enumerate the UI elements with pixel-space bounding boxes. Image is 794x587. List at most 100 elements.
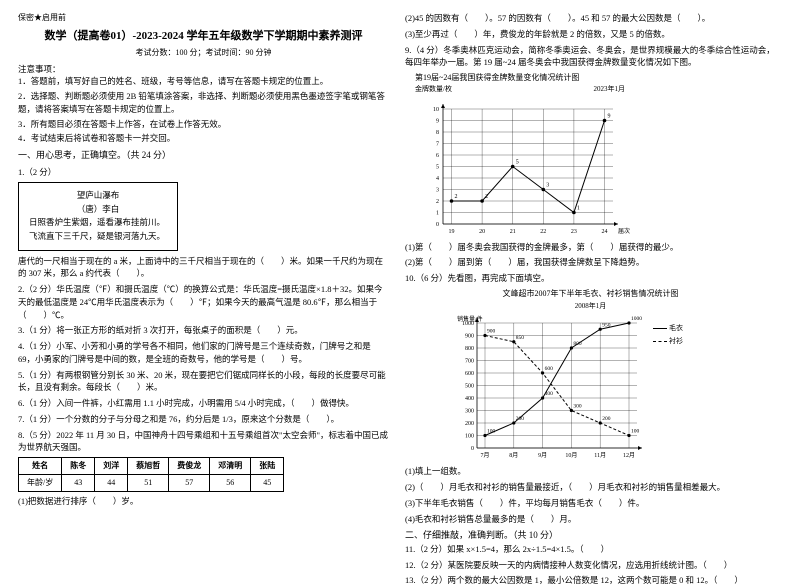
- notice-block: 注意事项： 1．答题前，填写好自己的姓名、班级，考号等信息，请写在答题卡规定的位…: [18, 63, 389, 146]
- svg-text:20: 20: [479, 229, 485, 235]
- chart1-date: 2023年1月: [594, 84, 626, 95]
- th: 张陆: [251, 458, 284, 475]
- chart1-ylabel: 金牌数量/枚: [415, 84, 452, 95]
- svg-text:900: 900: [465, 334, 474, 340]
- svg-text:0: 0: [436, 222, 439, 228]
- notice-heading: 注意事项：: [18, 63, 389, 76]
- svg-text:1000: 1000: [462, 321, 474, 327]
- chart1: 012345678910192021222324届次225319: [415, 99, 635, 239]
- left-column: 保密★启用前 数学（提高卷01）-2023-2024 学年五年级数学下学期期中素…: [10, 12, 397, 550]
- notice-item: 3．所有题目必须在答题卡上作答，在试卷上作答无效。: [18, 118, 389, 131]
- q1-head: 1.（2 分）: [18, 166, 389, 179]
- q8: 8.（5 分）2022 年 11 月 30 日，中国神舟十四号乘组和十五号乘组首…: [18, 429, 389, 455]
- svg-text:2: 2: [436, 199, 439, 205]
- q10: 10.（6 分）先看图，再完成下面填空。: [405, 272, 776, 285]
- svg-text:11月: 11月: [594, 452, 606, 459]
- svg-text:200: 200: [602, 416, 611, 422]
- td: 51: [128, 475, 169, 492]
- q9: 9.（4 分）冬季奥林匹克运动会，简称冬季奥运会、冬奥会，是世界规模最大的冬季综…: [405, 44, 776, 70]
- q10b: (2)（ ）月毛衣和衬衫的销售量最接近，（ ）月毛衣和衬衫的销售量相差最大。: [405, 481, 776, 494]
- svg-text:600: 600: [545, 366, 554, 372]
- q8c: (2)45 的因数有（ ）。57 的因数有（ ）。45 和 57 的最大公因数是…: [405, 12, 776, 25]
- svg-text:400: 400: [465, 396, 474, 402]
- poem-author: （唐）李白: [29, 203, 167, 217]
- svg-text:8: 8: [436, 130, 439, 136]
- section-2-heading: 二、仔细推敲，准确判断。（共 10 分）: [405, 529, 776, 543]
- svg-text:7: 7: [436, 141, 439, 147]
- q1-text: 唐代的一尺相当于现在的 a 米，上面诗中的三千尺相当于现在的（ ）米。如果一千尺…: [18, 255, 389, 281]
- svg-text:10月: 10月: [565, 452, 577, 459]
- table-row: 年龄/岁 43 44 51 57 56 45: [19, 475, 284, 492]
- svg-text:9: 9: [608, 113, 611, 119]
- svg-text:9月: 9月: [538, 452, 547, 459]
- q8d: (3)至少再过（ ）年，费俊龙的年龄就是 2 的倍数，又是 5 的倍数。: [405, 28, 776, 41]
- chart1-svg: 012345678910192021222324届次225319: [415, 99, 635, 239]
- q13: 13.（2 分）两个数的最大公因数是 1，最小公倍数是 12，这两个数可能是 0…: [405, 574, 776, 587]
- svg-text:3: 3: [546, 182, 549, 188]
- q2: 2.（2 分）华氏温度（℉）和摄氏温度（℃）的换算公式是：华氏温度=摄氏温度×1…: [18, 283, 389, 321]
- svg-text:200: 200: [516, 416, 525, 422]
- ages-table: 姓名 陈冬 刘洋 蔡旭哲 费俊龙 邓清明 张陆 年龄/岁 43 44 51 57…: [18, 457, 284, 492]
- svg-text:8月: 8月: [509, 452, 518, 459]
- svg-text:2: 2: [455, 194, 458, 200]
- svg-text:21: 21: [510, 229, 516, 235]
- td: 57: [169, 475, 210, 492]
- svg-text:12月: 12月: [623, 452, 635, 459]
- svg-text:7月: 7月: [480, 452, 489, 459]
- svg-text:5: 5: [516, 159, 519, 165]
- td: 年龄/岁: [19, 475, 62, 492]
- poem-title: 望庐山瀑布: [29, 189, 167, 203]
- legend-label: 毛衣: [669, 323, 683, 334]
- q11: 11.（2 分）如果 x×1.5=4，那么 2x÷1.5=4×1.5。（ ）: [405, 543, 776, 556]
- chart2-svg: 销售量/件010020030040050060070080090010007月8…: [445, 313, 675, 463]
- svg-text:24: 24: [602, 229, 608, 235]
- confidential-label: 保密★启用前: [18, 12, 389, 24]
- notice-item: 1．答题前，填写好自己的姓名、班级，考号等信息，请写在答题卡规定的位置上。: [18, 75, 389, 88]
- svg-text:800: 800: [465, 346, 474, 352]
- svg-text:0: 0: [471, 446, 474, 452]
- svg-text:300: 300: [573, 404, 582, 410]
- table-row: 姓名 陈冬 刘洋 蔡旭哲 费俊龙 邓清明 张陆: [19, 458, 284, 475]
- q10a: (1)填上一组数。: [405, 465, 776, 478]
- svg-text:23: 23: [571, 229, 577, 235]
- q7: 7.（1 分）一个分数的分子与分母之和是 76，约分后是 1/3，原来这个分数是…: [18, 413, 389, 426]
- section-1-heading: 一、用心思考，正确填空。（共 24 分）: [18, 149, 389, 163]
- chart2-sub: 2008年1月: [405, 301, 776, 312]
- notice-item: 4．考试结束后将试卷和答题卡一并交回。: [18, 132, 389, 145]
- q4: 4.（1 分）小军、小芳和小勇的学号各不相同，他们家的门牌号是三个连续奇数，门牌…: [18, 340, 389, 366]
- q10c: (3)下半年毛衣销售（ ）件，平均每月销售毛衣（ ）件。: [405, 497, 776, 510]
- td: 44: [95, 475, 128, 492]
- right-column: (2)45 的因数有（ ）。57 的因数有（ ）。45 和 57 的最大公因数是…: [397, 12, 784, 550]
- td: 56: [210, 475, 251, 492]
- q5: 5.（1 分）有两根钢管分别长 30 米、20 米，现在要把它们锯成同样长的小段…: [18, 369, 389, 395]
- chart2: 销售量/件010020030040050060070080090010007月8…: [445, 313, 675, 463]
- th: 邓清明: [210, 458, 251, 475]
- notice-item: 2．选择题、判断题必须使用 2B 铅笔填涂答案，非选择、判断题必须使用黑色墨迹签…: [18, 90, 389, 116]
- chart2-title: 文峰超市2007年下半年毛衣、衬衫销售情况统计图: [405, 288, 776, 300]
- svg-text:6: 6: [436, 153, 439, 159]
- svg-text:1000: 1000: [631, 316, 642, 322]
- svg-text:600: 600: [465, 371, 474, 377]
- svg-text:500: 500: [465, 384, 474, 390]
- svg-text:200: 200: [465, 421, 474, 427]
- svg-text:1: 1: [436, 210, 439, 216]
- exam-info: 考试分数：100 分；考试时间：90 分钟: [18, 47, 389, 59]
- svg-text:100: 100: [631, 429, 640, 435]
- q12: 12.（2 分）某医院要反映一天的内病情接种人数变化情况，应选用折线统计图。（ …: [405, 559, 776, 572]
- svg-text:850: 850: [516, 335, 525, 341]
- poem-line: 日照香炉生紫烟，遥看瀑布挂前川。: [29, 216, 167, 230]
- th: 陈冬: [62, 458, 95, 475]
- paper-title: 数学（提高卷01）-2023-2024 学年五年级数学下学期期中素养测评: [18, 28, 389, 45]
- svg-text:22: 22: [540, 229, 546, 235]
- th: 姓名: [19, 458, 62, 475]
- th: 蔡旭哲: [128, 458, 169, 475]
- q8b: (1)把数据进行排序（ ）岁。: [18, 495, 389, 508]
- td: 43: [62, 475, 95, 492]
- svg-text:300: 300: [465, 409, 474, 415]
- svg-text:3: 3: [436, 187, 439, 193]
- legend-label: 衬衫: [669, 336, 683, 347]
- td: 45: [251, 475, 284, 492]
- svg-text:900: 900: [487, 329, 496, 335]
- svg-text:700: 700: [465, 359, 474, 365]
- q9b: (2)第（ ）届到第（ ）届，我国获得金牌数呈下降趋势。: [405, 256, 776, 269]
